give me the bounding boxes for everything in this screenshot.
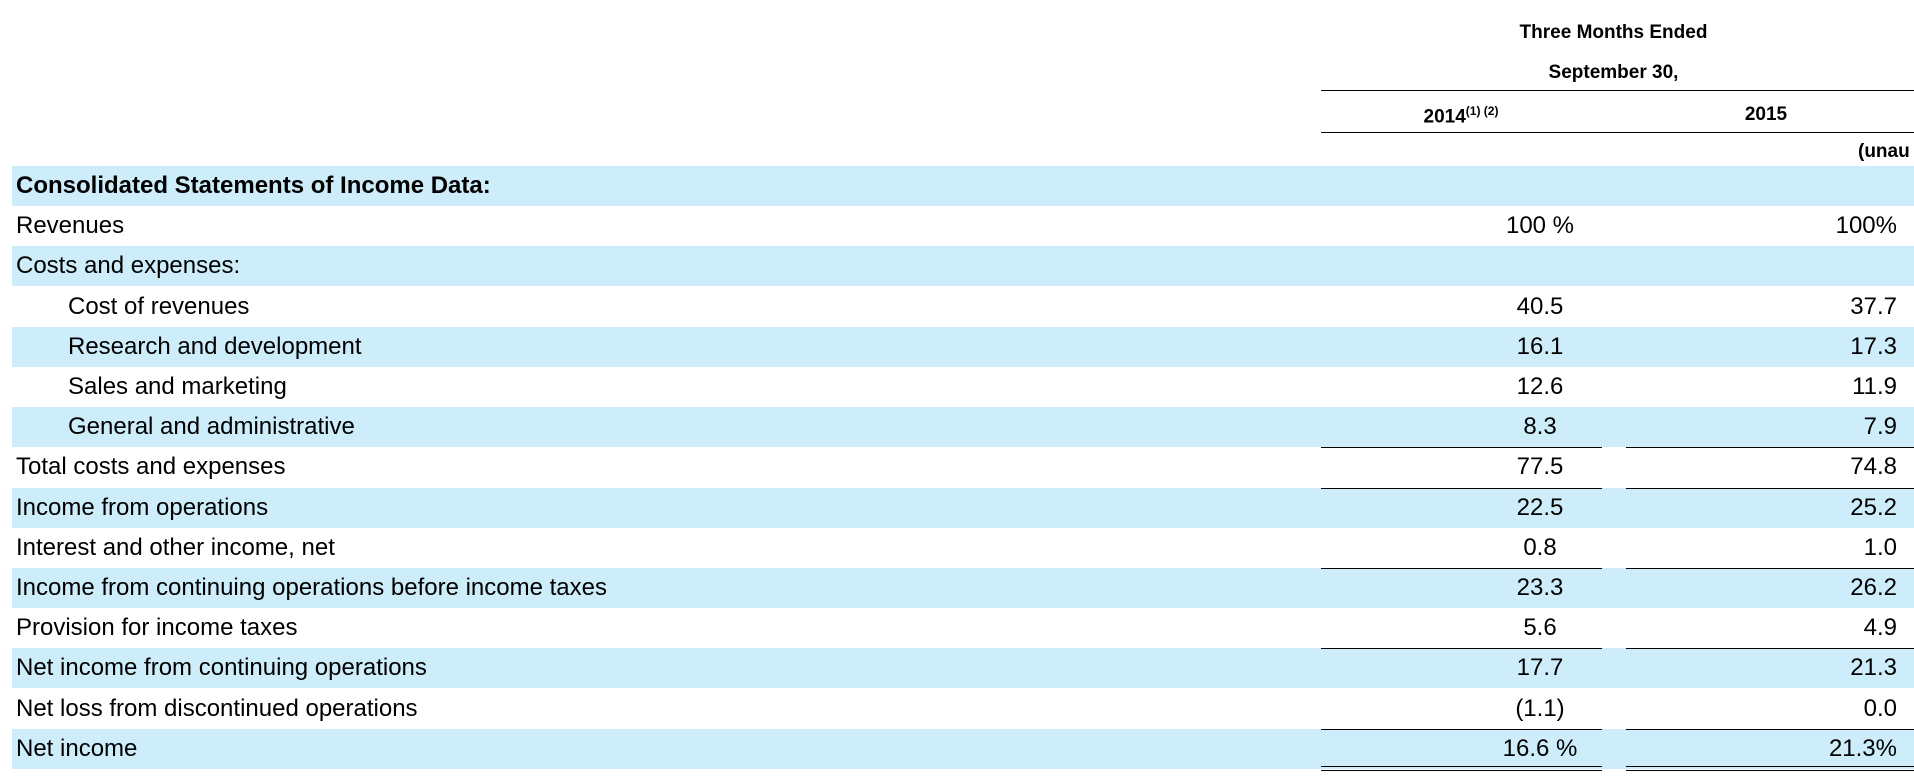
- double-rule: [1321, 770, 1602, 771]
- row-label: Income from operations: [16, 493, 269, 521]
- value: 7.9: [1863, 413, 1897, 441]
- value: (1.1): [1515, 694, 1565, 722]
- double-rule: [1626, 770, 1914, 771]
- value: 23.3: [1516, 574, 1564, 601]
- value: 22.5: [1516, 493, 1564, 521]
- header-rule: [1321, 132, 1914, 133]
- row-label: Sales and marketing: [68, 373, 287, 400]
- total-rule: [1626, 487, 1914, 489]
- row-label: Costs and expenses:: [16, 252, 241, 280]
- row-label: Research and development: [68, 332, 362, 360]
- total-rule: [1626, 568, 1914, 569]
- column-header: 2014(1) (2): [1321, 104, 1601, 128]
- value: 0.8: [1523, 533, 1557, 561]
- value: 4.9: [1863, 614, 1897, 642]
- value: 12.6: [1516, 373, 1564, 400]
- total-rule: [1321, 728, 1602, 730]
- row-label: Net income from continuing operations: [16, 654, 427, 682]
- value: 40.5: [1516, 292, 1564, 320]
- total-rule: [1321, 447, 1602, 449]
- value: 1.0: [1863, 533, 1897, 561]
- row-band: [12, 407, 1914, 448]
- value: 100 %: [1505, 212, 1575, 240]
- value: 21.3%: [1828, 734, 1897, 762]
- row-band: [12, 166, 1914, 206]
- value: 16.1: [1516, 332, 1564, 360]
- total-rule: [1321, 648, 1602, 650]
- row-band: [12, 728, 1914, 769]
- total-rule: [1321, 568, 1602, 569]
- row-label: Consolidated Statements of Income Data:: [16, 172, 491, 199]
- value: 21.3: [1850, 654, 1897, 682]
- column-header: 2015: [1626, 104, 1906, 126]
- row-label: Interest and other income, net: [16, 533, 335, 561]
- header-rule: [1321, 90, 1914, 91]
- row-label: Provision for income taxes: [16, 614, 298, 642]
- value: 17.7: [1516, 654, 1564, 682]
- value: 25.2: [1850, 493, 1897, 521]
- total-rule: [1626, 648, 1914, 650]
- group-title: Three Months Ended: [1519, 22, 1708, 43]
- audit-note: (unau: [1858, 141, 1910, 162]
- value: 26.2: [1850, 574, 1897, 601]
- row-band: [12, 326, 1914, 367]
- row-band: [12, 648, 1914, 689]
- value: 37.7: [1850, 292, 1897, 320]
- row-label: Cost of revenues: [68, 292, 250, 320]
- value: 74.8: [1850, 453, 1897, 481]
- row-label: General and administrative: [68, 413, 355, 441]
- value: 8.3: [1523, 413, 1557, 441]
- year: 2015: [1744, 104, 1788, 125]
- footnote-ref: (1) (2): [1465, 104, 1499, 118]
- value: 77.5: [1516, 453, 1564, 481]
- value: 17.3: [1850, 332, 1897, 360]
- value: 11.9: [1852, 373, 1897, 400]
- row-label: Total costs and expenses: [16, 453, 286, 481]
- total-rule: [1626, 447, 1914, 449]
- row-band: [12, 246, 1914, 287]
- total-rule: [1321, 487, 1602, 489]
- row-label: Net loss from discontinued operations: [16, 694, 418, 722]
- value: 100%: [1835, 212, 1897, 240]
- row-band: [12, 487, 1914, 528]
- period: September 30,: [1548, 62, 1679, 83]
- value: 16.6 %: [1502, 734, 1578, 762]
- total-rule: [1626, 728, 1914, 730]
- row-band: [12, 568, 1914, 608]
- double-rule: [1626, 766, 1914, 767]
- row-label: Net income: [16, 734, 138, 762]
- row-label: Income from continuing operations before…: [16, 574, 607, 601]
- value: 0.0: [1863, 694, 1897, 722]
- value: 5.6: [1523, 614, 1557, 642]
- year: 2014: [1423, 106, 1466, 128]
- row-label: Revenues: [16, 212, 125, 240]
- double-rule: [1321, 766, 1602, 767]
